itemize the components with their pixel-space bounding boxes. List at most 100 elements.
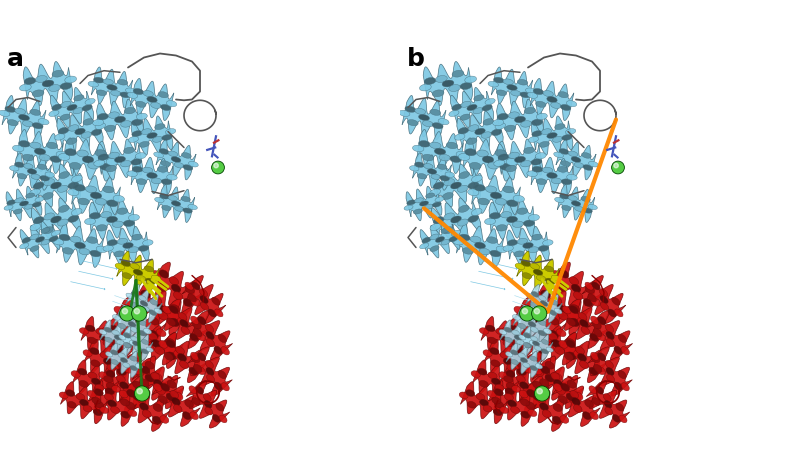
Ellipse shape [71, 371, 80, 377]
Ellipse shape [526, 402, 535, 410]
Ellipse shape [27, 169, 37, 174]
Ellipse shape [79, 381, 88, 387]
Ellipse shape [160, 415, 169, 423]
Ellipse shape [483, 119, 494, 125]
Ellipse shape [206, 367, 214, 375]
Polygon shape [91, 67, 133, 108]
Ellipse shape [518, 362, 527, 370]
Ellipse shape [600, 302, 609, 310]
Ellipse shape [591, 298, 600, 306]
Ellipse shape [143, 90, 154, 97]
Ellipse shape [79, 248, 90, 255]
Polygon shape [23, 62, 73, 106]
Ellipse shape [520, 399, 530, 406]
Ellipse shape [582, 412, 591, 420]
Ellipse shape [534, 346, 542, 351]
Ellipse shape [488, 162, 499, 169]
Ellipse shape [498, 372, 508, 379]
Ellipse shape [435, 75, 447, 82]
Ellipse shape [532, 130, 542, 137]
Polygon shape [113, 305, 151, 343]
Ellipse shape [164, 352, 174, 360]
Ellipse shape [558, 166, 568, 172]
Polygon shape [187, 310, 233, 361]
Ellipse shape [438, 164, 446, 170]
Ellipse shape [93, 119, 104, 126]
Ellipse shape [479, 399, 489, 406]
Ellipse shape [190, 316, 199, 325]
Ellipse shape [440, 176, 450, 181]
Ellipse shape [558, 341, 568, 348]
Ellipse shape [521, 411, 530, 418]
Polygon shape [160, 299, 208, 349]
Polygon shape [71, 173, 121, 218]
Polygon shape [550, 262, 602, 315]
Circle shape [534, 309, 539, 314]
Ellipse shape [208, 309, 216, 317]
Ellipse shape [517, 340, 524, 345]
Polygon shape [487, 381, 537, 426]
Ellipse shape [131, 292, 139, 297]
Polygon shape [158, 185, 194, 222]
Ellipse shape [185, 285, 194, 293]
Ellipse shape [546, 278, 555, 284]
Ellipse shape [19, 84, 31, 91]
Polygon shape [402, 96, 446, 139]
Ellipse shape [107, 240, 118, 245]
Ellipse shape [596, 386, 604, 394]
Ellipse shape [482, 105, 492, 111]
Ellipse shape [126, 88, 136, 94]
Ellipse shape [143, 328, 151, 334]
Ellipse shape [471, 175, 482, 182]
Ellipse shape [133, 89, 143, 95]
Ellipse shape [546, 172, 558, 179]
Ellipse shape [454, 134, 465, 140]
Ellipse shape [524, 366, 533, 373]
Ellipse shape [14, 108, 26, 114]
Ellipse shape [77, 150, 88, 157]
Ellipse shape [183, 299, 193, 307]
Ellipse shape [156, 329, 166, 337]
Ellipse shape [168, 195, 178, 201]
Circle shape [120, 306, 134, 321]
Ellipse shape [518, 349, 527, 357]
Ellipse shape [152, 270, 161, 279]
Ellipse shape [136, 334, 146, 341]
Ellipse shape [495, 198, 506, 205]
Polygon shape [420, 221, 460, 258]
Ellipse shape [159, 270, 169, 278]
Ellipse shape [60, 82, 72, 89]
Ellipse shape [104, 327, 112, 333]
Ellipse shape [171, 157, 181, 162]
Ellipse shape [138, 347, 147, 354]
Ellipse shape [596, 367, 606, 374]
Ellipse shape [137, 341, 146, 349]
Ellipse shape [133, 269, 143, 276]
Ellipse shape [449, 236, 458, 242]
Ellipse shape [206, 374, 214, 382]
Ellipse shape [126, 390, 135, 397]
Ellipse shape [196, 367, 206, 374]
Ellipse shape [490, 250, 501, 257]
Ellipse shape [178, 312, 187, 320]
Ellipse shape [30, 109, 41, 115]
Ellipse shape [583, 299, 593, 307]
Ellipse shape [161, 383, 170, 391]
Ellipse shape [174, 350, 183, 358]
Ellipse shape [52, 70, 64, 77]
Ellipse shape [539, 141, 550, 147]
Ellipse shape [608, 309, 616, 317]
Ellipse shape [68, 215, 78, 222]
Ellipse shape [142, 240, 153, 246]
Ellipse shape [426, 193, 434, 198]
Ellipse shape [150, 373, 160, 380]
Ellipse shape [458, 205, 469, 212]
Ellipse shape [10, 166, 19, 171]
Ellipse shape [192, 398, 200, 406]
Ellipse shape [523, 342, 530, 348]
Ellipse shape [614, 382, 622, 390]
Ellipse shape [158, 92, 169, 97]
Ellipse shape [116, 356, 126, 363]
Ellipse shape [523, 220, 534, 227]
Ellipse shape [106, 200, 118, 207]
